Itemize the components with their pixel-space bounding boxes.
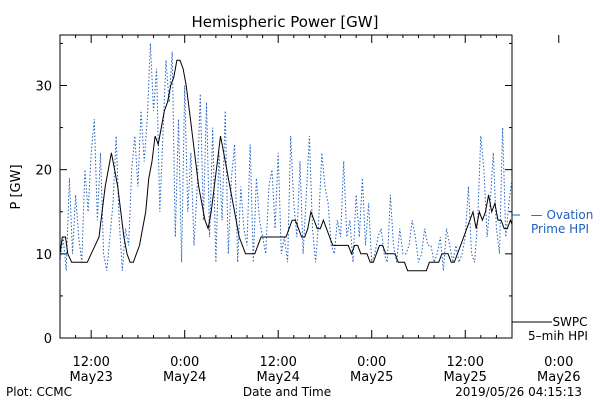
plot-frame	[59, 34, 513, 339]
y-axis-ticks: 0 10 20 30	[35, 42, 512, 347]
x-tick-time-label: 12:00	[72, 355, 109, 370]
plot-timestamp: 2019/05/26 04:15:13	[455, 385, 582, 399]
x-tick-date-label: May26	[537, 370, 580, 385]
x-tick-time-label: 12:00	[447, 355, 484, 370]
y-tick-label: 30	[35, 80, 52, 95]
x-axis-ticks: 12:00May230:00May2412:00May240:00May2512…	[59, 35, 580, 385]
x-tick-time-label: 0:00	[544, 355, 573, 370]
x-axis-label: Date and Time	[243, 385, 331, 399]
x-tick-date-label: May23	[69, 370, 112, 385]
series-layer	[60, 43, 512, 272]
y-tick-label: 0	[44, 332, 52, 347]
x-tick-date-label: May25	[350, 370, 393, 385]
plot-credit: Plot: CCMC	[6, 385, 72, 399]
chart-title: Hemispheric Power [GW]	[192, 13, 379, 31]
x-tick-time-label: 12:00	[259, 355, 296, 370]
legend-ovation-line2: Prime HPI	[531, 222, 589, 236]
series-ovation-prime-line	[60, 43, 512, 271]
y-tick-label: 20	[35, 164, 52, 179]
x-tick-time-label: 0:00	[170, 355, 199, 370]
series-swpc-line	[60, 59, 512, 272]
legend-ovation-line1: — Ovation	[531, 208, 594, 222]
legend-swpc-line2: 5–min HPI	[528, 329, 588, 343]
x-tick-time-label: 0:00	[357, 355, 386, 370]
legend-swpc-line1: SWPC	[552, 315, 587, 329]
x-tick-date-label: May25	[444, 370, 487, 385]
y-tick-label: 10	[35, 248, 52, 263]
x-tick-date-label: May24	[256, 370, 299, 385]
y-axis-label: P [GW]	[9, 164, 24, 209]
x-tick-date-label: May24	[163, 370, 206, 385]
